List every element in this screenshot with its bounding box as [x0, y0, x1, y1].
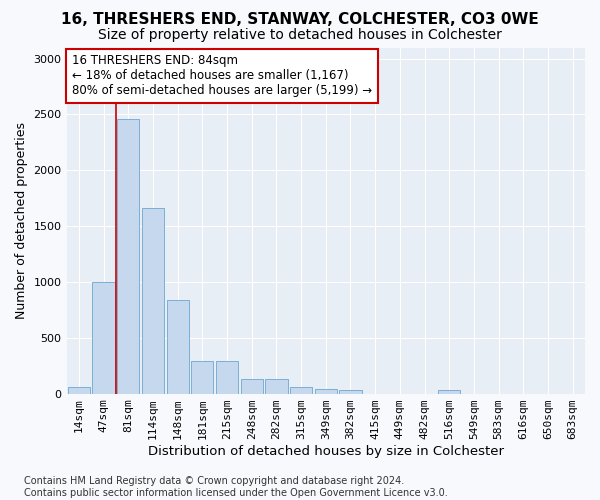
- Bar: [68, 388, 90, 394]
- Bar: [216, 361, 238, 394]
- Bar: [265, 379, 287, 394]
- Bar: [438, 390, 460, 394]
- Text: 16 THRESHERS END: 84sqm
← 18% of detached houses are smaller (1,167)
80% of semi: 16 THRESHERS END: 84sqm ← 18% of detache…: [72, 54, 372, 98]
- Bar: [314, 389, 337, 394]
- Bar: [290, 388, 312, 394]
- Bar: [117, 119, 139, 394]
- Bar: [241, 379, 263, 394]
- Bar: [340, 390, 362, 394]
- Text: Size of property relative to detached houses in Colchester: Size of property relative to detached ho…: [98, 28, 502, 42]
- Bar: [142, 208, 164, 394]
- Text: 16, THRESHERS END, STANWAY, COLCHESTER, CO3 0WE: 16, THRESHERS END, STANWAY, COLCHESTER, …: [61, 12, 539, 28]
- X-axis label: Distribution of detached houses by size in Colchester: Distribution of detached houses by size …: [148, 444, 504, 458]
- Bar: [167, 300, 189, 394]
- Text: Contains HM Land Registry data © Crown copyright and database right 2024.
Contai: Contains HM Land Registry data © Crown c…: [24, 476, 448, 498]
- Bar: [191, 361, 214, 394]
- Y-axis label: Number of detached properties: Number of detached properties: [15, 122, 28, 319]
- Bar: [92, 282, 115, 394]
